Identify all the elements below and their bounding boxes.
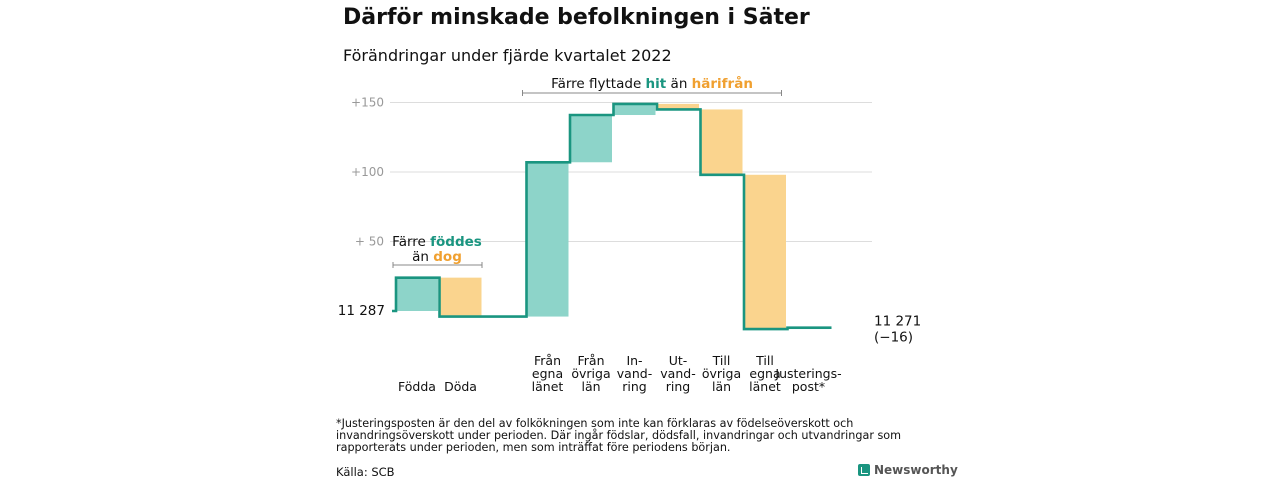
waterfall-bar: [744, 174, 786, 330]
category-label: Döda: [444, 379, 477, 394]
category-label: egna: [749, 366, 780, 381]
end-change-label: (−16): [874, 330, 913, 346]
category-label: Justerings-: [774, 366, 841, 381]
waterfall-bar: [439, 277, 482, 317]
chart-subtitle: Förändringar under fjärde kvartalet 2022: [343, 46, 672, 65]
category-label: Ut-: [669, 353, 688, 368]
brand-name: Newsworthy: [874, 463, 958, 477]
footnote: *Justeringsposten är den del av folkökni…: [336, 417, 902, 454]
category-label: Till: [755, 353, 774, 368]
category-label: län: [581, 379, 600, 394]
waterfall-bar: [526, 162, 569, 317]
cumulative-step-line: [392, 102, 832, 331]
category-label: länet: [749, 379, 781, 394]
category-label: egna: [532, 366, 563, 381]
y-tick-label: +150: [351, 96, 384, 110]
category-label: Födda: [398, 379, 436, 394]
category-label: övriga: [571, 366, 610, 381]
category-label: ring: [666, 379, 690, 394]
newsworthy-logo-icon: [858, 464, 870, 476]
category-label: övriga: [702, 366, 741, 381]
category-label: Från: [534, 353, 561, 368]
end-value-label: 11 271: [874, 314, 921, 330]
waterfall-bar: [396, 277, 438, 311]
annotation-births-line2: än dog: [412, 249, 462, 265]
annotation-births-line1: Färre föddes: [392, 234, 482, 250]
annotation-migration: Färre flyttade hit än härifrån: [551, 75, 753, 92]
waterfall-bar: [613, 103, 656, 116]
waterfall-bar: [570, 115, 612, 163]
brand-logo: Newsworthy: [858, 463, 958, 477]
category-label: In-: [626, 353, 642, 368]
category-label: post*: [792, 379, 825, 394]
category-label: vand-: [660, 366, 695, 381]
category-label: vand-: [617, 366, 652, 381]
category-label: ring: [622, 379, 646, 394]
y-tick-label: + 50: [355, 235, 384, 249]
waterfall-bar: [700, 109, 743, 175]
category-label: Från: [577, 353, 604, 368]
waterfall-bar: [657, 103, 699, 110]
category-label: Till: [712, 353, 731, 368]
category-label: länet: [532, 379, 564, 394]
category-label: län: [712, 379, 731, 394]
chart-title: Därför minskade befolkningen i Säter: [343, 5, 810, 30]
y-tick-label: +100: [351, 165, 384, 179]
source-label: Källa: SCB: [336, 465, 395, 479]
start-value-label: 11 287: [338, 303, 385, 319]
